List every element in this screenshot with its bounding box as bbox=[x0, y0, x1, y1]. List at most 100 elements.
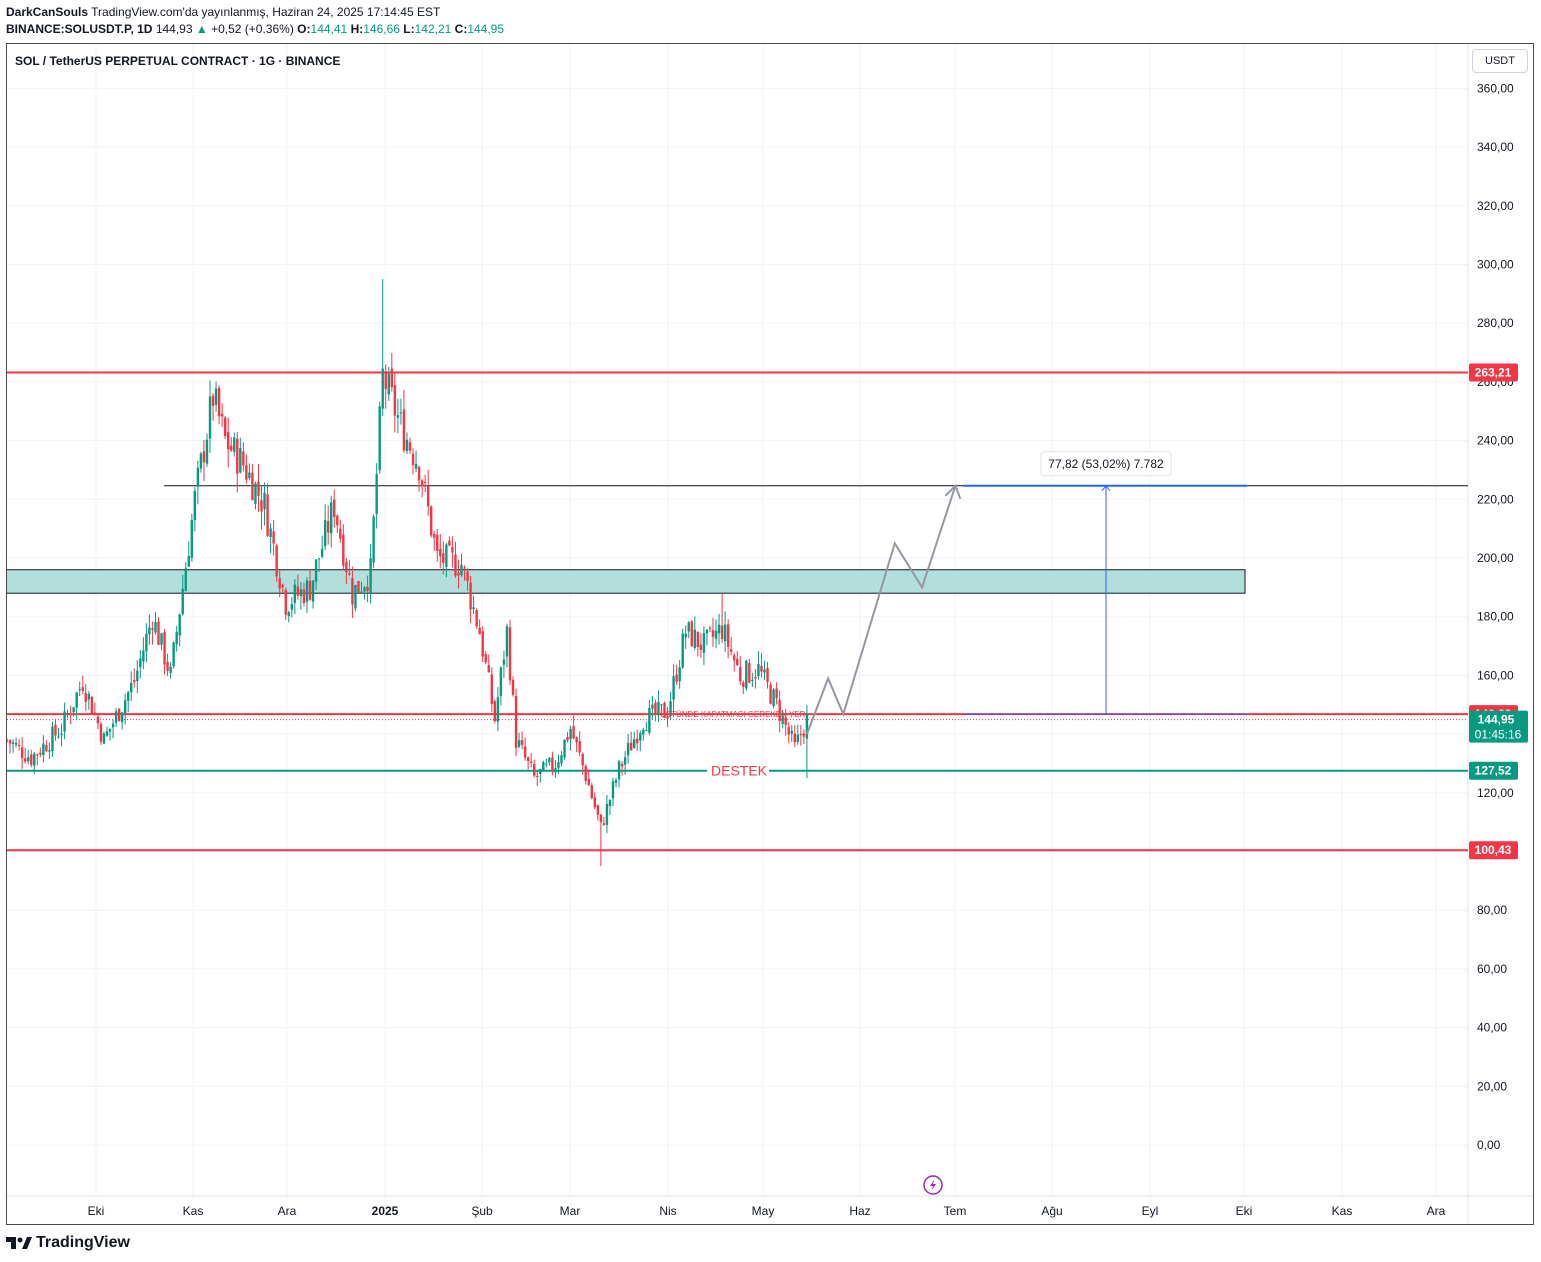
candle-body bbox=[336, 515, 339, 526]
candle bbox=[526, 756, 530, 770]
candle bbox=[457, 559, 460, 589]
candle-body bbox=[672, 676, 675, 700]
candle bbox=[696, 631, 700, 657]
candle bbox=[393, 373, 397, 433]
x-tick-label: Kas bbox=[183, 1204, 204, 1218]
candle-body bbox=[645, 729, 648, 731]
candle-body bbox=[311, 580, 315, 602]
candle bbox=[536, 771, 539, 787]
support-127-badge: 127,52 bbox=[1469, 761, 1518, 780]
candle-body bbox=[396, 415, 400, 418]
candle-layer bbox=[7, 279, 809, 867]
candle-body bbox=[7, 739, 9, 741]
candle bbox=[196, 460, 200, 505]
candle bbox=[87, 691, 91, 710]
candle-body bbox=[342, 534, 345, 566]
currency-button[interactable]: USDT bbox=[1472, 49, 1528, 73]
candle-body bbox=[54, 724, 57, 736]
y-axis[interactable]: 0,0020,0040,0060,0080,00100,00120,00140,… bbox=[1477, 81, 1514, 1152]
y-tick-label: 0,00 bbox=[1477, 1138, 1501, 1152]
candle bbox=[181, 574, 184, 616]
candle-body bbox=[8, 740, 12, 744]
candle bbox=[475, 608, 478, 629]
candle bbox=[596, 804, 600, 821]
projection-path bbox=[805, 485, 957, 735]
candle bbox=[533, 759, 536, 778]
candle-body bbox=[187, 555, 190, 567]
last-price-badge-bg bbox=[1469, 710, 1528, 743]
candle bbox=[769, 682, 772, 705]
candle bbox=[554, 759, 557, 778]
candle bbox=[417, 465, 421, 492]
candle bbox=[733, 652, 736, 672]
candle-body bbox=[751, 679, 754, 681]
candle-body bbox=[633, 739, 636, 748]
candle bbox=[20, 737, 24, 769]
candle bbox=[314, 559, 318, 590]
candle bbox=[78, 681, 81, 697]
candle-body bbox=[178, 614, 181, 636]
y-tick-label: 120,00 bbox=[1477, 786, 1514, 800]
tradingview-logo[interactable]: TradingView bbox=[6, 1234, 130, 1252]
chart-frame[interactable] bbox=[6, 43, 1534, 1225]
candle-body bbox=[202, 451, 206, 463]
badge-label: 263,21 bbox=[1475, 365, 1512, 379]
candle bbox=[36, 753, 39, 766]
candle bbox=[299, 582, 303, 610]
candle-body bbox=[293, 584, 297, 603]
candle bbox=[375, 463, 378, 529]
author-name: DarkCanSouls bbox=[6, 5, 89, 19]
candle bbox=[214, 381, 218, 412]
candle bbox=[117, 707, 121, 722]
candle-body bbox=[663, 702, 666, 718]
candle bbox=[133, 668, 136, 688]
candle bbox=[60, 723, 63, 747]
candle bbox=[66, 709, 69, 719]
candle-body bbox=[781, 715, 784, 724]
candle-body bbox=[736, 658, 739, 666]
last-price-label: 144,95 bbox=[1478, 713, 1515, 727]
candle-body bbox=[372, 516, 375, 563]
candle-body bbox=[608, 800, 612, 807]
candle bbox=[742, 680, 745, 694]
open-label: O: bbox=[297, 22, 311, 36]
candle bbox=[381, 279, 384, 416]
candle-body bbox=[172, 642, 175, 667]
candle bbox=[720, 593, 724, 643]
destek-annotation: DESTEK bbox=[711, 763, 768, 779]
candle-body bbox=[69, 714, 72, 716]
candle bbox=[305, 577, 309, 614]
candle-body bbox=[390, 368, 394, 388]
candle bbox=[787, 721, 790, 744]
candle-body bbox=[23, 758, 27, 762]
candle bbox=[260, 485, 263, 530]
candle-body bbox=[678, 667, 681, 682]
candle-body bbox=[587, 778, 590, 786]
candle-body bbox=[693, 629, 697, 648]
x-axis[interactable]: Eki Kas Ara 2025 Şub Mar Nis May Haz Tem Ağu Eyl Eki… bbox=[88, 1204, 1446, 1218]
y-tick-label: 40,00 bbox=[1477, 1021, 1507, 1035]
flash-icon[interactable] bbox=[923, 1175, 943, 1195]
candle-body bbox=[787, 727, 790, 735]
candle-body bbox=[193, 490, 197, 521]
candle-body bbox=[439, 548, 442, 557]
candle bbox=[481, 626, 484, 663]
candle-body bbox=[39, 752, 42, 755]
candle bbox=[123, 693, 127, 725]
candle-body bbox=[96, 716, 100, 724]
candle-body bbox=[108, 728, 112, 732]
candle-body bbox=[211, 395, 215, 406]
projection-arrow-head bbox=[944, 484, 962, 500]
candle bbox=[114, 708, 118, 727]
candle-body bbox=[772, 689, 775, 707]
candle-body bbox=[611, 781, 615, 799]
candle bbox=[802, 729, 806, 745]
candle-body bbox=[554, 768, 557, 773]
candle bbox=[354, 584, 357, 612]
candle bbox=[402, 389, 406, 453]
candle-body bbox=[208, 396, 212, 439]
candle bbox=[105, 726, 109, 738]
candle-body bbox=[423, 482, 427, 484]
candle-body bbox=[145, 633, 148, 652]
